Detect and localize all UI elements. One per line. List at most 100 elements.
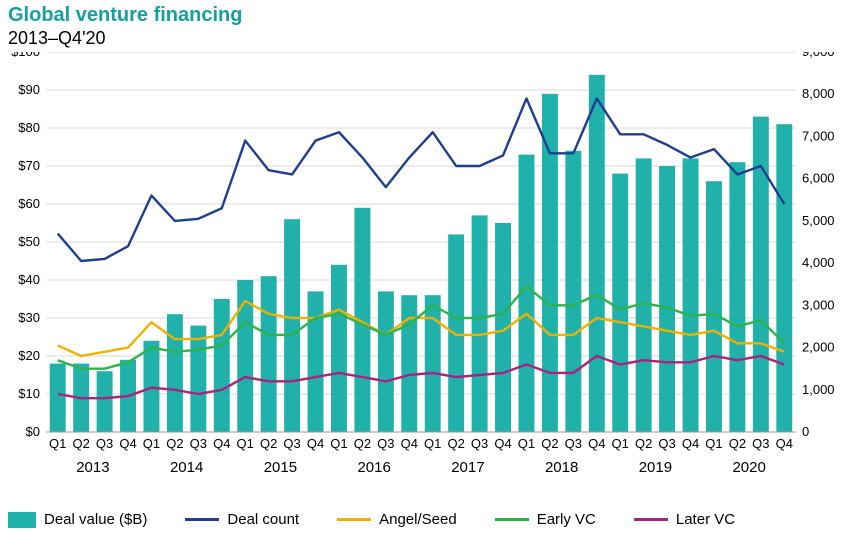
svg-text:Q1: Q1 bbox=[143, 436, 160, 451]
svg-text:2014: 2014 bbox=[170, 459, 203, 476]
svg-text:Q1: Q1 bbox=[237, 436, 254, 451]
svg-text:$0: $0 bbox=[26, 424, 40, 439]
svg-text:2015: 2015 bbox=[264, 459, 297, 476]
svg-text:2020: 2020 bbox=[732, 459, 765, 476]
bar bbox=[425, 295, 441, 432]
bar bbox=[284, 219, 300, 432]
svg-text:Q4: Q4 bbox=[682, 436, 699, 451]
bar bbox=[636, 158, 652, 432]
chart-container: Global venture financing 2013–Q4'20 $0 $1… bbox=[0, 0, 843, 534]
svg-text:2019: 2019 bbox=[639, 459, 672, 476]
svg-text:Q1: Q1 bbox=[330, 436, 347, 451]
bar bbox=[612, 174, 628, 432]
svg-text:Q4: Q4 bbox=[213, 436, 230, 451]
bar bbox=[542, 94, 558, 432]
bar bbox=[472, 215, 488, 432]
svg-text:Q2: Q2 bbox=[635, 436, 652, 451]
svg-text:Q4: Q4 bbox=[307, 436, 324, 451]
svg-text:Q3: Q3 bbox=[283, 436, 300, 451]
bar bbox=[190, 326, 206, 432]
svg-text:Q2: Q2 bbox=[166, 436, 183, 451]
legend-item: Deal value ($B) bbox=[8, 511, 147, 528]
bar bbox=[144, 341, 160, 432]
legend-label: Later VC bbox=[676, 511, 735, 528]
svg-text:Q3: Q3 bbox=[190, 436, 207, 451]
legend-swatch-bar bbox=[8, 512, 36, 528]
svg-text:$90: $90 bbox=[18, 82, 40, 97]
line-series bbox=[58, 98, 785, 261]
svg-text:$100: $100 bbox=[11, 52, 40, 59]
svg-text:2016: 2016 bbox=[357, 459, 390, 476]
svg-text:4,000: 4,000 bbox=[802, 255, 835, 270]
svg-text:Q4: Q4 bbox=[119, 436, 136, 451]
svg-text:Q1: Q1 bbox=[424, 436, 441, 451]
svg-text:2018: 2018 bbox=[545, 459, 578, 476]
svg-text:6,000: 6,000 bbox=[802, 171, 835, 186]
bar bbox=[214, 299, 230, 432]
bar bbox=[565, 151, 581, 432]
legend-swatch-line bbox=[634, 518, 668, 521]
svg-text:1,000: 1,000 bbox=[802, 382, 835, 397]
bar bbox=[776, 124, 792, 432]
svg-text:$30: $30 bbox=[18, 310, 40, 325]
bar bbox=[706, 181, 722, 432]
chart-legend: Deal value ($B) Deal count Angel/Seed Early… bbox=[8, 511, 828, 528]
legend-item: Early VC bbox=[495, 511, 596, 528]
chart-title: Global venture financing bbox=[8, 4, 242, 27]
bar bbox=[378, 291, 394, 432]
svg-text:Q3: Q3 bbox=[752, 436, 769, 451]
svg-text:Q3: Q3 bbox=[658, 436, 675, 451]
bar bbox=[167, 314, 183, 432]
legend-label: Angel/Seed bbox=[379, 511, 457, 528]
svg-text:2,000: 2,000 bbox=[802, 340, 835, 355]
svg-text:$50: $50 bbox=[18, 234, 40, 249]
legend-label: Early VC bbox=[537, 511, 596, 528]
legend-label: Deal value ($B) bbox=[44, 511, 147, 528]
svg-text:Q4: Q4 bbox=[401, 436, 418, 451]
svg-text:$80: $80 bbox=[18, 120, 40, 135]
chart-subtitle: 2013–Q4'20 bbox=[8, 28, 106, 49]
bar bbox=[261, 276, 277, 432]
svg-text:2017: 2017 bbox=[451, 459, 484, 476]
svg-text:$60: $60 bbox=[18, 196, 40, 211]
line-series bbox=[58, 356, 785, 398]
svg-text:0: 0 bbox=[802, 424, 809, 439]
bar bbox=[331, 265, 347, 432]
svg-text:Q2: Q2 bbox=[354, 436, 371, 451]
svg-text:$70: $70 bbox=[18, 158, 40, 173]
bar bbox=[753, 117, 769, 432]
svg-text:Q3: Q3 bbox=[377, 436, 394, 451]
svg-text:Q4: Q4 bbox=[588, 436, 605, 451]
svg-text:Q1: Q1 bbox=[49, 436, 66, 451]
svg-text:Q3: Q3 bbox=[96, 436, 113, 451]
svg-text:Q2: Q2 bbox=[729, 436, 746, 451]
legend-item: Deal count bbox=[185, 511, 299, 528]
svg-text:Q2: Q2 bbox=[72, 436, 89, 451]
bar bbox=[97, 371, 113, 432]
svg-text:Q1: Q1 bbox=[518, 436, 535, 451]
svg-text:5,000: 5,000 bbox=[802, 213, 835, 228]
svg-text:9,000: 9,000 bbox=[802, 52, 835, 59]
legend-item: Later VC bbox=[634, 511, 735, 528]
bar bbox=[50, 364, 66, 432]
bar bbox=[729, 162, 745, 432]
svg-text:Q2: Q2 bbox=[260, 436, 277, 451]
svg-text:Q3: Q3 bbox=[565, 436, 582, 451]
svg-text:$10: $10 bbox=[18, 386, 40, 401]
bar bbox=[448, 234, 464, 432]
bar bbox=[401, 295, 417, 432]
legend-label: Deal count bbox=[227, 511, 299, 528]
legend-swatch-line bbox=[185, 518, 219, 521]
svg-text:8,000: 8,000 bbox=[802, 86, 835, 101]
svg-text:Q2: Q2 bbox=[541, 436, 558, 451]
svg-text:$40: $40 bbox=[18, 272, 40, 287]
legend-item: Angel/Seed bbox=[337, 511, 457, 528]
bar bbox=[659, 166, 675, 432]
bar bbox=[683, 158, 699, 432]
chart-plot: $0$10$20$30$40$50$60$70$80$90$10001,0002… bbox=[0, 52, 843, 502]
bar bbox=[589, 75, 605, 432]
legend-swatch-line bbox=[337, 518, 371, 521]
svg-text:Q2: Q2 bbox=[447, 436, 464, 451]
svg-text:Q4: Q4 bbox=[494, 436, 511, 451]
svg-text:3,000: 3,000 bbox=[802, 297, 835, 312]
